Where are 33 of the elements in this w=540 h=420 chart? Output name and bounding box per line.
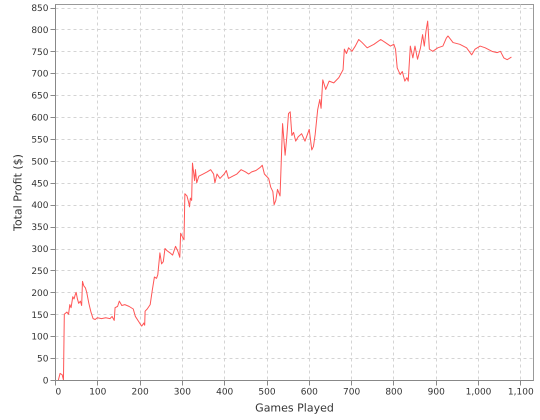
y-tick-label: 350 — [31, 223, 49, 234]
y-tick-label: 700 — [31, 70, 49, 80]
y-tick-label: 100 — [31, 332, 49, 343]
line-series — [58, 20, 512, 380]
x-tick-label: 300 — [174, 388, 192, 398]
y-tick-label: 800 — [31, 26, 49, 36]
y-tick-label: 600 — [31, 114, 49, 124]
x-tick-label: 100 — [89, 388, 107, 398]
x-tick-label: 200 — [132, 388, 149, 398]
x-tick-label: 800 — [385, 388, 403, 398]
y-tick-label: 50 — [37, 354, 49, 365]
y-tick-label: 200 — [31, 288, 49, 299]
x-tick-label: 1,100 — [508, 388, 534, 398]
y-tick-label: 500 — [31, 157, 49, 168]
x-tick-label: 1,000 — [466, 388, 492, 398]
x-tick-label: 600 — [300, 388, 318, 398]
x-tick-label: 500 — [258, 388, 276, 398]
x-tick-label: 700 — [343, 388, 360, 398]
y-tick-label: 750 — [31, 48, 49, 58]
y-tick-label: 650 — [31, 92, 49, 102]
y-tick-label: 150 — [31, 310, 49, 321]
x-tick-label: 0 — [56, 388, 62, 398]
y-tick-label: 0 — [42, 376, 49, 386]
y-tick-label: 450 — [31, 179, 49, 190]
y-tick-label: 300 — [31, 245, 49, 256]
x-axis-title: Games Played — [255, 402, 334, 414]
y-tick-label: 850 — [31, 4, 49, 14]
y-tick-label: 250 — [31, 266, 49, 277]
x-tick-label: 400 — [216, 388, 234, 398]
y-tick-label: 400 — [31, 201, 49, 212]
y-tick-label: 550 — [31, 135, 49, 146]
x-tick-label: 900 — [428, 388, 446, 398]
y-axis-title: Total Profit ($) — [11, 154, 24, 232]
